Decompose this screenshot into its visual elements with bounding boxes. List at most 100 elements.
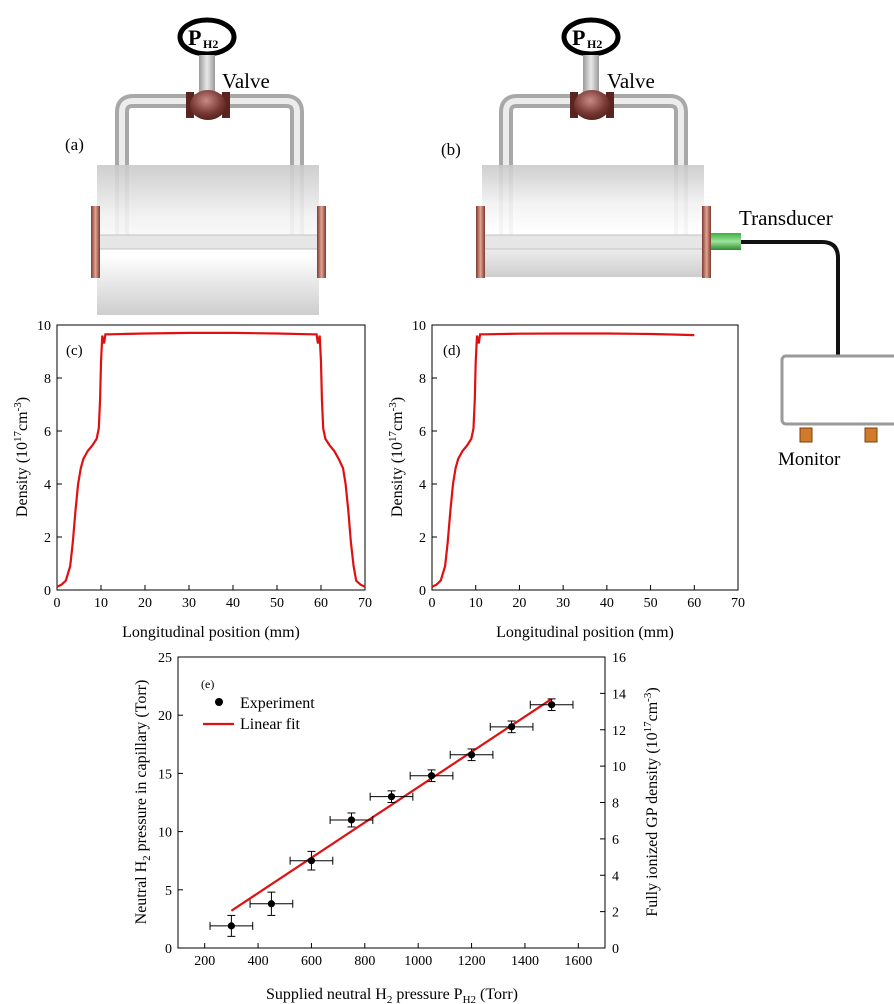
gauge-label-sub: H2 xyxy=(587,37,602,51)
y-axis-label: Density (1017cm-3) xyxy=(12,397,31,517)
x-tick-label: 10 xyxy=(469,596,483,611)
pressure-gauge-icon: P H2 xyxy=(177,17,237,57)
y-tick-label: 10 xyxy=(37,319,51,334)
x-tick-label: 10 xyxy=(94,596,108,611)
end-cap-right xyxy=(317,206,326,278)
plot-frame xyxy=(56,324,366,591)
x-axis-label: Supplied neutral H2 pressure PH2 (Torr) xyxy=(266,986,518,1004)
data-point xyxy=(427,772,436,780)
y-axis-label: Density (1017cm-3) xyxy=(387,397,406,517)
pressure-gauge-icon: P H2 xyxy=(561,17,621,57)
experiment-series xyxy=(209,698,574,937)
legend-label-experiment: Experiment xyxy=(240,695,315,712)
data-point xyxy=(387,793,396,801)
y2-tick-label: 14 xyxy=(612,687,626,702)
data-point xyxy=(507,723,516,731)
x-tick-label: 70 xyxy=(358,596,372,611)
x-tick-label: 40 xyxy=(226,596,240,611)
y-tick-label: 4 xyxy=(419,478,426,493)
data-point xyxy=(347,816,356,824)
x-tick-label: 50 xyxy=(270,596,284,611)
chart-c: 0 10 20 30 40 50 60 70 0 2 4 6 8 10 (c) Longitudinal … xyxy=(12,319,372,641)
data-point xyxy=(267,900,276,908)
y-tick-label: 10 xyxy=(158,826,172,841)
y2-tick-label: 10 xyxy=(612,760,626,775)
legend: Experiment Linear fit xyxy=(203,695,315,733)
transducer-icon xyxy=(711,233,741,250)
end-cap-left xyxy=(91,206,100,278)
gauge-stem xyxy=(199,55,215,95)
y-tick-label: 25 xyxy=(158,651,172,666)
transducer-cable xyxy=(741,240,840,356)
y-tick-label: 8 xyxy=(44,372,51,387)
y-tick-label: 2 xyxy=(419,531,426,546)
y2-tick-label: 2 xyxy=(612,906,619,921)
y-tick-label: 15 xyxy=(158,767,172,782)
legend-label-linear-fit: Linear fit xyxy=(240,716,301,733)
x-tick-label: 800 xyxy=(354,954,375,969)
y2-tick-label: 0 xyxy=(612,942,619,957)
x-tick-label: 600 xyxy=(301,954,322,969)
x-tick-label: 1600 xyxy=(564,954,592,969)
y2-tick-label: 6 xyxy=(612,833,619,848)
gauge-label-main: P xyxy=(572,25,585,50)
axis-ticks: 200 400 600 800 1000 1200 1400 1600 0 5 10 15 20 25 0 2… xyxy=(158,651,626,969)
valve-icon xyxy=(570,90,614,120)
setup-a: P H2 Valve (a) xyxy=(65,17,326,315)
data-point xyxy=(307,857,316,865)
panel-d-label: (d) xyxy=(443,343,461,359)
x-tick-label: 60 xyxy=(314,596,328,611)
x-tick-label: 60 xyxy=(687,596,701,611)
capillary-channel xyxy=(96,234,320,250)
x-tick-label: 0 xyxy=(429,596,436,611)
axis-ticks: 0 10 20 30 40 50 60 70 0 2 4 6 8 10 xyxy=(412,319,745,611)
monitor-icon xyxy=(780,354,894,443)
y2-tick-label: 16 xyxy=(612,651,626,666)
y-tick-label: 6 xyxy=(419,425,426,440)
linear-fit-series xyxy=(230,697,553,912)
y-tick-label: 6 xyxy=(44,425,51,440)
panel-c-label: (c) xyxy=(66,343,83,359)
valve-label: Valve xyxy=(607,69,655,93)
data-point xyxy=(467,751,476,759)
y-tick-label: 8 xyxy=(419,372,426,387)
transducer-label: Transducer xyxy=(739,206,833,230)
end-cap-right xyxy=(702,206,711,278)
monitor-label: Monitor xyxy=(778,449,841,470)
x-tick-label: 30 xyxy=(182,596,196,611)
chart-e: 200 400 600 800 1000 1200 1400 1600 0 5 10 15 20 25 0 2… xyxy=(133,651,661,1004)
x-tick-label: 1000 xyxy=(404,954,432,969)
capillary-cylinder xyxy=(482,165,704,277)
valve-label: Valve xyxy=(222,69,270,93)
data-point xyxy=(548,701,556,709)
y2-axis-label: Fully ionized GP density (1017cm-3) xyxy=(642,687,661,916)
gauge-label-main: P xyxy=(188,25,201,50)
panel-b-label: (b) xyxy=(441,140,461,159)
x-tick-label: 30 xyxy=(556,596,570,611)
y-tick-label: 4 xyxy=(44,478,51,493)
density-profile-line xyxy=(431,332,695,588)
legend-marker-experiment xyxy=(215,698,223,706)
y-axis-label: Neutral H2 pressure in capillary (Torr) xyxy=(133,680,153,925)
data-point xyxy=(227,922,235,930)
x-tick-label: 70 xyxy=(731,596,745,611)
y-tick-label: 10 xyxy=(412,319,426,334)
x-tick-label: 0 xyxy=(54,596,61,611)
axis-ticks: 0 10 20 30 40 50 60 70 0 2 4 6 8 10 xyxy=(37,319,372,611)
gauge-label-sub: H2 xyxy=(203,37,218,51)
valve-icon xyxy=(186,90,230,120)
y2-tick-label: 12 xyxy=(612,724,626,739)
plot-frame xyxy=(431,324,739,591)
x-tick-label: 20 xyxy=(138,596,152,611)
linear-fit-line xyxy=(230,697,553,912)
setup-b: P H2 Valve (b) Transducer Monitor xyxy=(441,17,894,470)
x-tick-label: 40 xyxy=(600,596,614,611)
x-axis-label: Longitudinal position (mm) xyxy=(496,624,674,641)
y-tick-label: 0 xyxy=(165,942,172,957)
y-tick-label: 2 xyxy=(44,531,51,546)
x-tick-label: 200 xyxy=(194,954,215,969)
end-cap-left xyxy=(476,206,485,278)
x-tick-label: 20 xyxy=(512,596,526,611)
y-tick-label: 0 xyxy=(419,584,426,599)
